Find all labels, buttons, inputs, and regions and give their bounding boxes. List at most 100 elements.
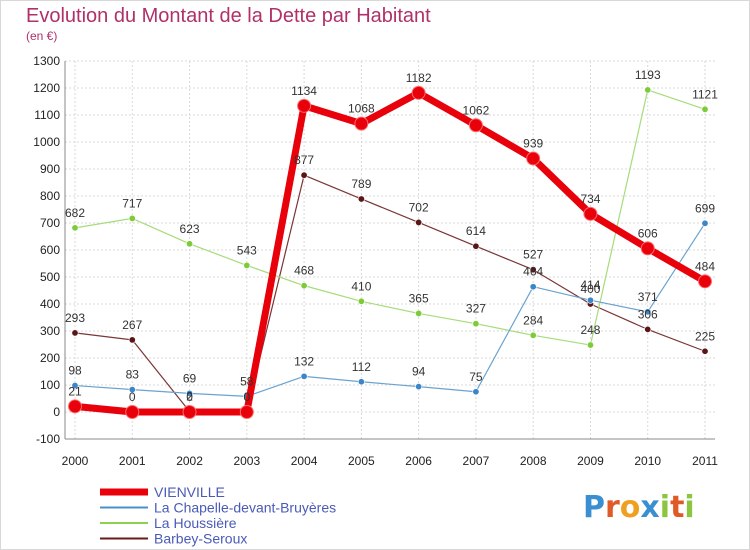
x-tick-label: 2000 (62, 454, 89, 468)
data-label: 623 (180, 222, 200, 236)
data-labels: 21 0 0 0 1134 1068 1182 1062 939 734 606 484 98 83 69 5… (65, 68, 718, 404)
axes: -100010020030040050060070080090010001100… (33, 54, 718, 468)
data-label: 1068 (348, 102, 375, 116)
data-point (357, 378, 365, 386)
logo-letter: x (640, 490, 659, 525)
data-label: 410 (351, 279, 371, 293)
data-label: 468 (294, 264, 314, 278)
data-label: 1182 (406, 71, 432, 85)
legend-item: La Houssière (100, 515, 237, 531)
x-tick-label: 2007 (463, 454, 490, 468)
data-label: 21 (68, 384, 82, 398)
data-label: 58 (240, 374, 254, 388)
data-label: 0 (129, 390, 136, 404)
logo-letter: t (670, 490, 684, 525)
data-label: 414 (580, 278, 600, 292)
y-tick-label: 1300 (33, 54, 60, 68)
y-tick-label: 0 (53, 405, 60, 419)
data-label: 0 (243, 390, 250, 404)
data-label: 267 (122, 318, 142, 332)
data-label: 132 (294, 354, 314, 368)
data-point (472, 320, 480, 328)
logo-letter: o (620, 490, 641, 525)
data-point (529, 331, 537, 339)
data-label: 682 (65, 206, 85, 220)
x-tick-label: 2001 (119, 454, 146, 468)
data-point (472, 388, 480, 396)
data-label: 306 (638, 307, 658, 321)
data-point (71, 329, 79, 337)
y-tick-label: 900 (40, 162, 60, 176)
y-tick-label: 300 (40, 324, 60, 338)
data-label: 877 (294, 153, 314, 167)
series (68, 85, 712, 419)
logo-letter: i (684, 490, 694, 525)
data-label: 464 (523, 265, 543, 279)
data-point (415, 383, 423, 391)
data-point (297, 98, 312, 113)
data-label: 293 (65, 311, 85, 325)
data-point (71, 382, 79, 390)
data-point (300, 372, 308, 380)
data-label: 83 (126, 368, 140, 382)
x-tick-label: 2005 (348, 454, 375, 468)
data-label: 614 (466, 224, 486, 238)
data-point (125, 405, 140, 419)
data-point (186, 389, 194, 397)
data-label: 112 (352, 360, 371, 374)
data-label: 527 (523, 248, 543, 262)
data-point (529, 283, 537, 291)
data-label: 484 (695, 259, 715, 273)
data-label: 0 (243, 390, 250, 404)
data-label: 1193 (635, 68, 661, 82)
legend-label: Barbey-Seroux (154, 531, 247, 547)
data-point (472, 242, 480, 250)
data-label: 789 (351, 177, 371, 191)
x-tick-label: 2010 (634, 454, 661, 468)
data-label: 94 (412, 365, 426, 379)
legend-item: La Chapelle-devant-Bruyères (100, 500, 336, 516)
y-tick-label: 100 (40, 378, 60, 392)
data-label: 371 (638, 290, 658, 304)
data-label: 543 (237, 243, 257, 257)
data-label: 365 (409, 291, 429, 305)
data-label: 939 (523, 136, 543, 150)
data-point (71, 224, 79, 232)
x-tick-label: 2006 (405, 454, 432, 468)
x-tick-label: 2003 (233, 454, 260, 468)
data-point (644, 325, 652, 333)
y-tick-label: 400 (40, 297, 60, 311)
data-label: 1134 (291, 84, 317, 98)
grid (65, 60, 715, 440)
y-tick-label: -100 (36, 432, 60, 446)
data-label: 699 (695, 201, 715, 215)
data-label: 98 (68, 364, 82, 378)
data-label: 400 (580, 282, 600, 296)
data-point (583, 206, 598, 221)
data-point (239, 405, 254, 419)
data-point (186, 240, 194, 248)
x-tick-label: 2008 (520, 454, 547, 468)
data-label: 717 (122, 196, 142, 210)
data-point (182, 405, 197, 419)
data-point (128, 386, 136, 394)
legend-label: La Chapelle-devant-Bruyères (154, 500, 336, 516)
legend-item: VIENVILLE (100, 484, 225, 500)
logo-letter: P (583, 490, 605, 525)
series-1 (71, 219, 709, 400)
data-label: 75 (469, 370, 483, 384)
logo-letter: i (660, 490, 670, 525)
data-point (354, 116, 369, 131)
data-point (468, 118, 483, 133)
x-tick-label: 2009 (577, 454, 604, 468)
data-label: 1121 (692, 87, 718, 101)
data-label: 1062 (463, 103, 490, 117)
data-point (415, 218, 423, 226)
data-point (644, 308, 652, 316)
data-point (300, 282, 308, 290)
data-point (68, 399, 82, 414)
data-point (644, 86, 652, 94)
legend-item: Barbey-Seroux (100, 531, 247, 547)
x-tick-label: 2004 (291, 454, 318, 468)
